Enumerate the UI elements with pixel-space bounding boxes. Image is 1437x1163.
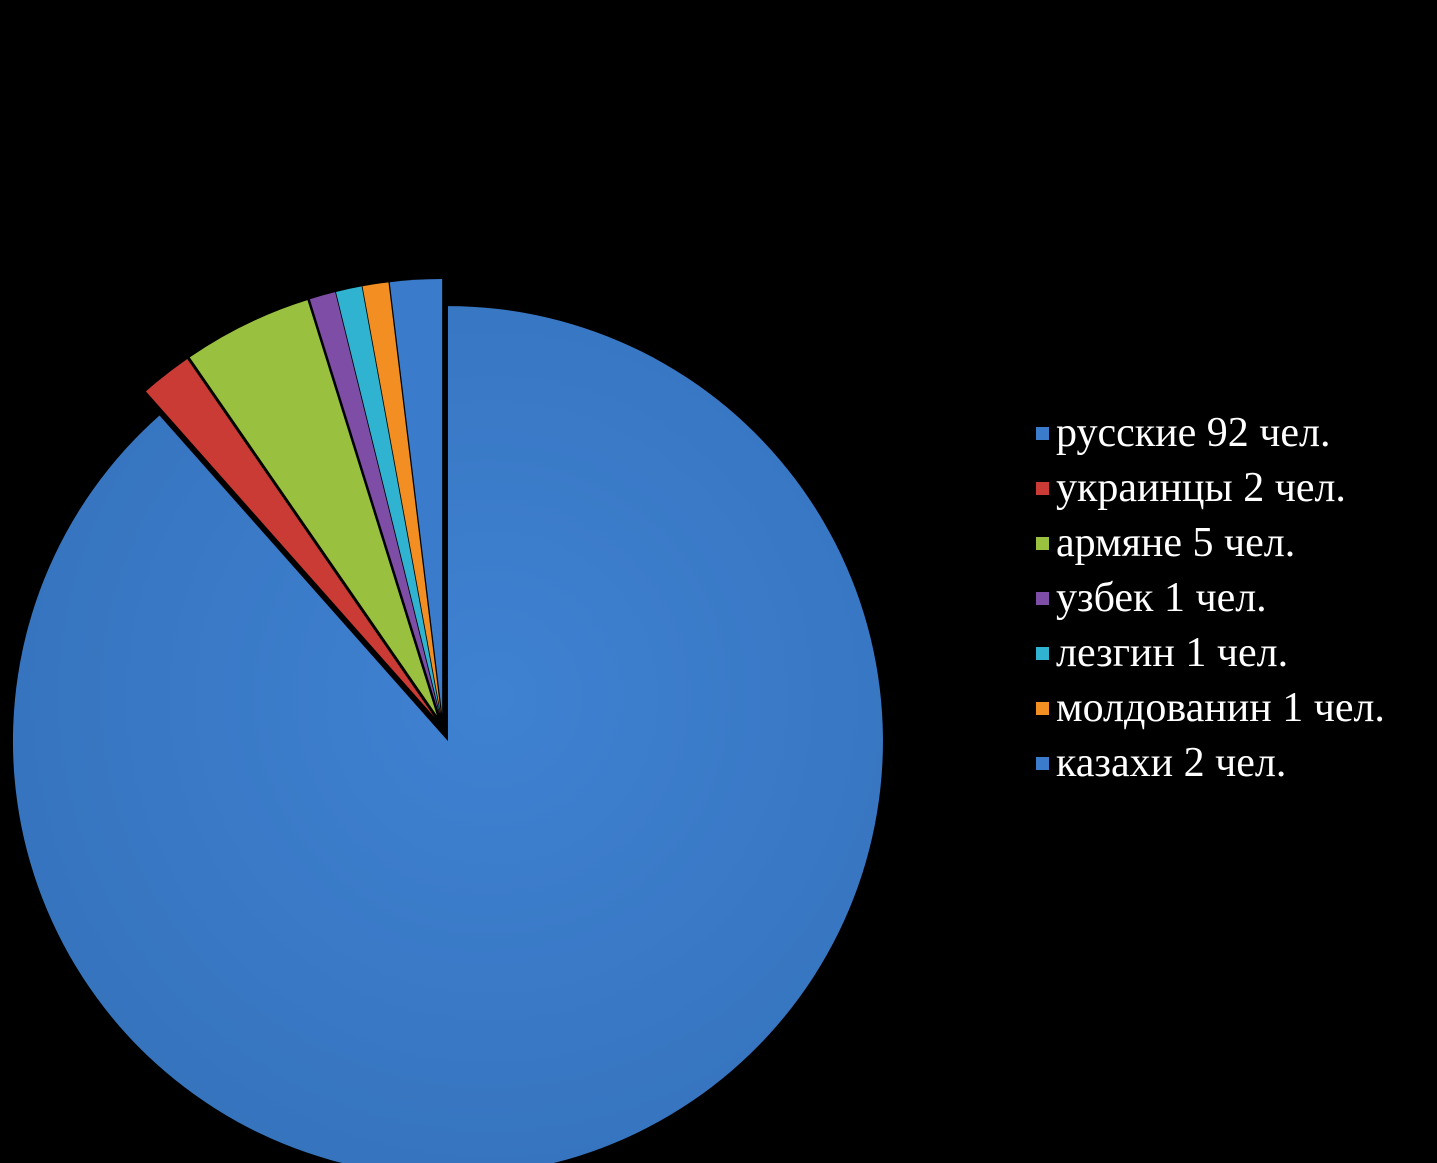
legend-item-moldovan: молдованин 1 чел. <box>1036 681 1385 736</box>
legend-label-lezgin: лезгин 1 чел. <box>1056 630 1289 676</box>
legend-item-russians: русские 92 чел. <box>1036 406 1385 461</box>
legend-swatch-moldovan <box>1036 702 1049 715</box>
legend-label-moldovan: молдованин 1 чел. <box>1056 685 1385 731</box>
pie-slice-ukrainians <box>145 358 435 717</box>
legend-swatch-lezgin <box>1036 647 1049 660</box>
pie-slice-armenians <box>189 300 437 716</box>
pie-slice-kazakhs <box>389 279 443 715</box>
pie-slice-moldovan <box>362 282 441 715</box>
pie-slice-uzbek <box>309 292 440 715</box>
legend-swatch-uzbek <box>1036 592 1049 605</box>
legend-label-russians: русские 92 чел. <box>1056 410 1331 456</box>
legend-label-kazakhs: казахи 2 чел. <box>1056 740 1287 786</box>
legend-swatch-armenians <box>1036 537 1049 550</box>
legend-swatch-russians <box>1036 427 1049 440</box>
legend-item-kazakhs: казахи 2 чел. <box>1036 736 1385 791</box>
legend-swatch-kazakhs <box>1036 757 1049 770</box>
legend-label-ukrainians: украинцы 2 чел. <box>1056 465 1346 511</box>
pie-slices <box>12 279 883 1163</box>
legend-swatch-ukrainians <box>1036 482 1049 495</box>
pie-slice-lezgin <box>335 286 441 715</box>
legend-item-ukrainians: украинцы 2 чел. <box>1036 461 1385 516</box>
legend-item-uzbek: узбек 1 чел. <box>1036 571 1385 626</box>
chart-legend: русские 92 чел. украинцы 2 чел. армяне 5… <box>1036 406 1385 791</box>
legend-item-armenians: армяне 5 чел. <box>1036 516 1385 571</box>
legend-label-uzbek: узбек 1 чел. <box>1056 575 1267 621</box>
legend-label-armenians: армяне 5 чел. <box>1056 520 1296 566</box>
pie-slice-russians <box>12 306 883 1163</box>
legend-item-lezgin: лезгин 1 чел. <box>1036 626 1385 681</box>
